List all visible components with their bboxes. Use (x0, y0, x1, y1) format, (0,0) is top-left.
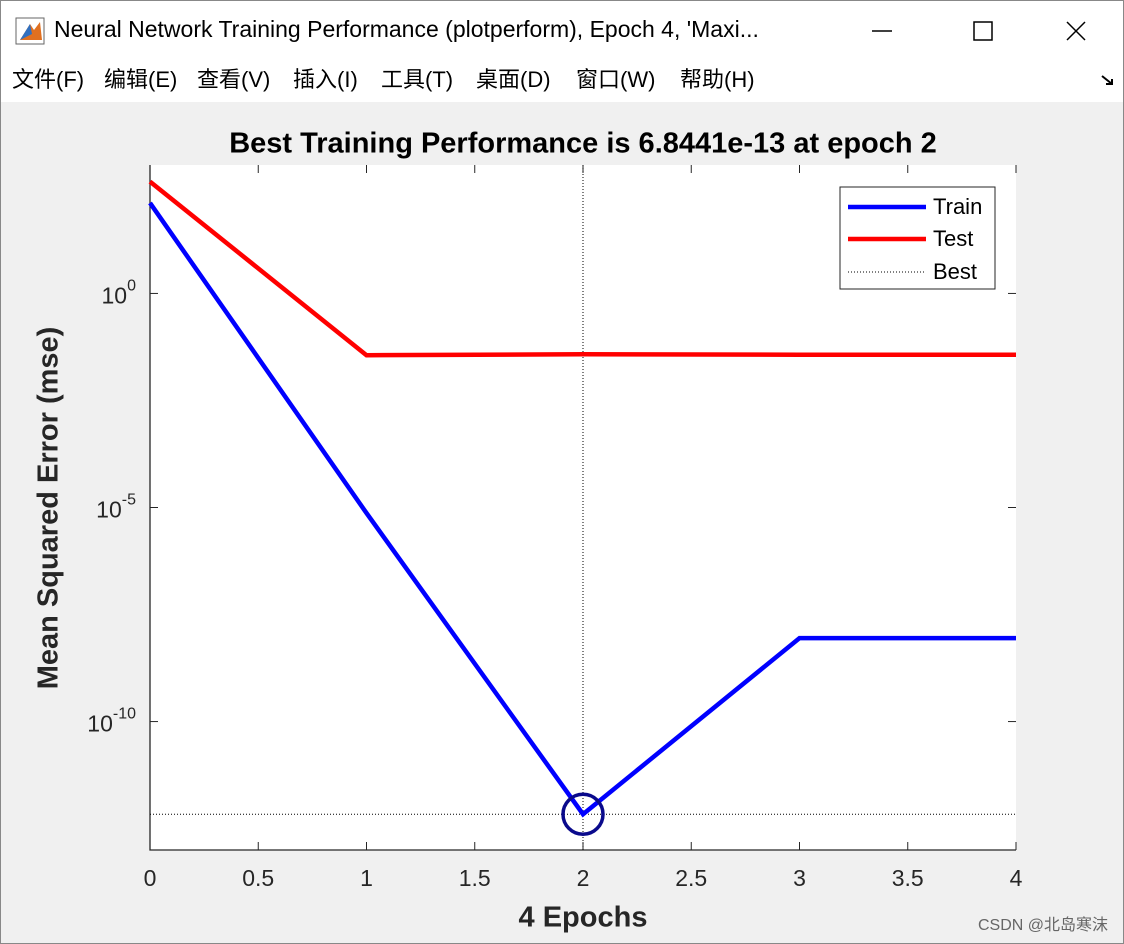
menu-item[interactable]: 工具(T) (381, 67, 453, 92)
x-tick-label: 2 (577, 865, 590, 891)
watermark: CSDN @北岛寒沫 (978, 915, 1108, 934)
menu: 文件(F) 编辑(E) 查看(V) 插入(I) 工具(T) 桌面(D) 窗口(W… (12, 67, 755, 92)
window-title: Neural Network Training Performance (plo… (54, 16, 759, 42)
title-bar (0, 0, 1124, 60)
x-tick-label: 1.5 (459, 865, 491, 891)
dock-arrow[interactable] (1101, 75, 1113, 85)
menu-item[interactable]: 查看(V) (197, 67, 270, 92)
x-axis-label: 4 Epochs (519, 902, 648, 934)
series-line (148, 179, 1016, 358)
axes-box (149, 165, 1016, 851)
x-tick-label: 0 (144, 865, 157, 891)
x-tick-label: 2.5 (675, 865, 707, 891)
close-button[interactable] (1066, 21, 1086, 41)
chart-title: Best Training Performance is 6.8441e-13 … (229, 128, 937, 160)
x-tick-label: 1 (360, 865, 373, 891)
legend-label: Train (933, 194, 982, 219)
legend-label: Best (933, 259, 977, 284)
legend: Train Test Best (839, 186, 996, 290)
y-tick-label: 10-5 (96, 492, 136, 523)
y-tick-label: 100 (102, 278, 137, 309)
x-tick-label: 4 (1010, 865, 1023, 891)
x-tick-label: 3.5 (892, 865, 924, 891)
menu-bar (0, 60, 1124, 102)
maximize-button[interactable] (973, 21, 993, 41)
x-tick-label: 3 (793, 865, 806, 891)
best-marker (561, 792, 605, 836)
menu-item[interactable]: 窗口(W) (576, 67, 655, 92)
app-icon (15, 17, 45, 45)
menu-item[interactable]: 编辑(E) (104, 67, 177, 92)
menu-item[interactable]: 插入(I) (293, 67, 358, 92)
series-line (148, 201, 1016, 818)
legend-label: Test (933, 226, 973, 251)
menu-item[interactable]: 文件(F) (12, 67, 84, 92)
x-tick-label: 0.5 (242, 865, 274, 891)
menu-item[interactable]: 桌面(D) (476, 67, 551, 92)
y-axis-label: Mean Squared Error (mse) (33, 327, 65, 690)
y-tick-label: 10-10 (87, 706, 136, 737)
menu-item[interactable]: 帮助(H) (680, 67, 755, 92)
